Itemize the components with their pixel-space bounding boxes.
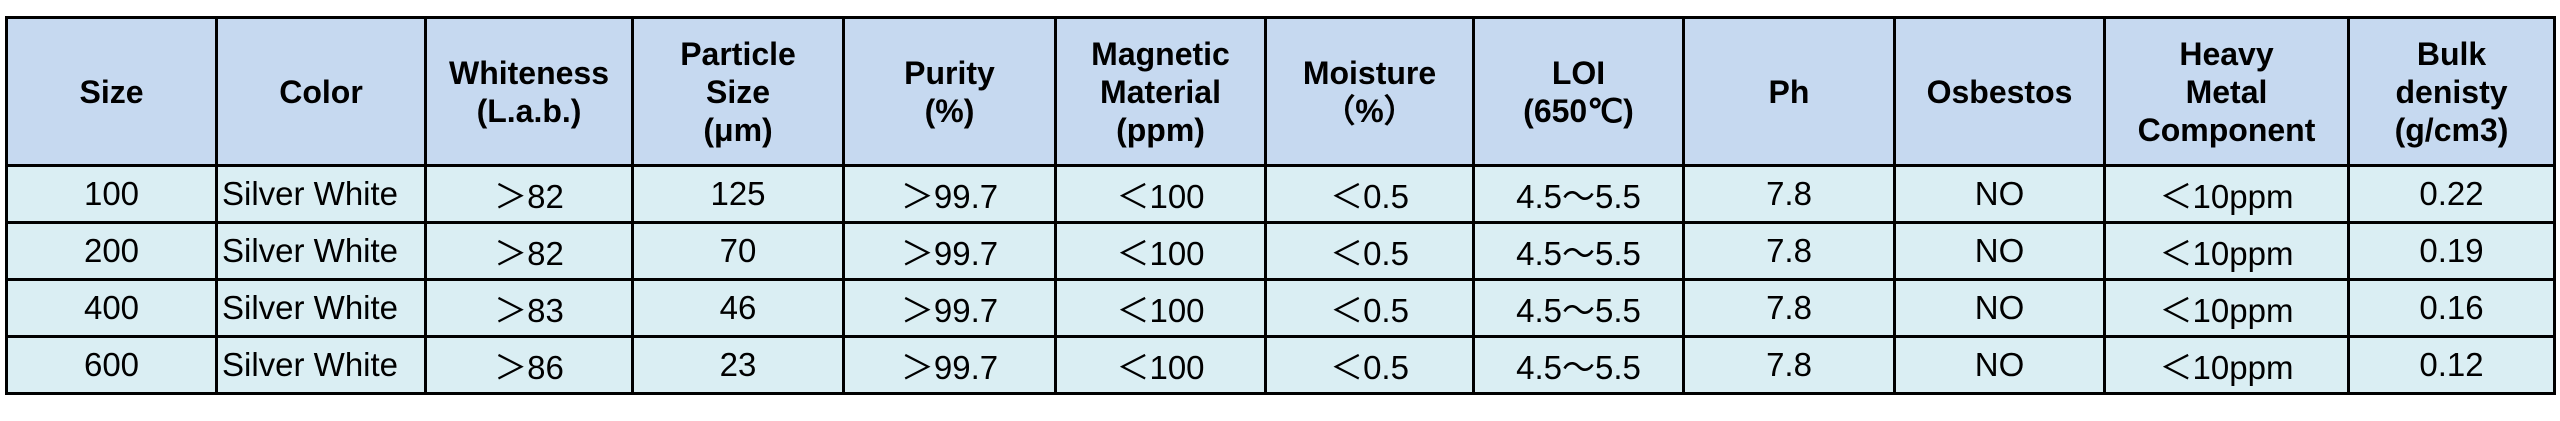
- table-cell: 4.5～5.5: [1472, 335, 1685, 395]
- header-text: Size: [79, 73, 144, 110]
- table-cell: ＜10ppm: [2103, 278, 2350, 338]
- table-cell: 200: [5, 221, 218, 281]
- table-cell: 400: [5, 278, 218, 338]
- table-cell: ＞99.7: [842, 221, 1057, 281]
- table-cell: ＜100: [1054, 164, 1267, 224]
- header-cell: Purity (%): [842, 16, 1057, 167]
- header-cell: Moisture （%）: [1264, 16, 1475, 167]
- table-cell: ＜0.5: [1264, 164, 1475, 224]
- table-cell: ＞83: [424, 278, 634, 338]
- table-cell: 46: [631, 278, 845, 338]
- header-text: Component: [2137, 111, 2316, 148]
- table-cell: ＜100: [1054, 335, 1267, 395]
- table-cell: ＜100: [1054, 278, 1267, 338]
- header-text: Bulk: [2416, 35, 2487, 72]
- table-cell: ＜10ppm: [2103, 221, 2350, 281]
- table-cell: 70: [631, 221, 845, 281]
- header-cell: Magnetic Material (ppm): [1054, 16, 1267, 167]
- table-cell: 4.5～5.5: [1472, 164, 1685, 224]
- table-cell: ＜10ppm: [2103, 164, 2350, 224]
- header-text: Color: [279, 73, 363, 110]
- header-cell: Particle Size (μm): [631, 16, 845, 167]
- table-cell: NO: [1893, 335, 2106, 395]
- table-cell: 100: [5, 164, 218, 224]
- table-cell: 4.5～5.5: [1472, 278, 1685, 338]
- header-text: (650℃): [1523, 92, 1634, 129]
- table-cell: 0.16: [2347, 278, 2556, 338]
- table-cell: NO: [1893, 221, 2106, 281]
- header-text: Moisture: [1302, 54, 1437, 91]
- header-text: Purity: [904, 54, 995, 91]
- header-text: Heavy: [2179, 35, 2274, 72]
- table-cell: ＜0.5: [1264, 221, 1475, 281]
- header-row: Size Color Whiteness (L.a.b.) Particle Size (μ…: [5, 16, 2556, 167]
- table-cell: ＜100: [1054, 221, 1267, 281]
- header-text: Whiteness: [448, 54, 610, 91]
- table-cell: ＞82: [424, 221, 634, 281]
- table-cell: 0.19: [2347, 221, 2556, 281]
- table-cell: 7.8: [1682, 221, 1896, 281]
- table-cell: 7.8: [1682, 278, 1896, 338]
- table-cell: NO: [1893, 278, 2106, 338]
- header-text: Magnetic: [1091, 35, 1230, 72]
- table-cell: Silver White: [215, 335, 427, 395]
- table-row: 200 Silver White ＞82 70 ＞99.7 ＜100 ＜0.5 4.5～5.5…: [5, 221, 2556, 281]
- header-cell: Whiteness (L.a.b.): [424, 16, 634, 167]
- table-cell: 0.12: [2347, 335, 2556, 395]
- table-cell: ＜10ppm: [2103, 335, 2350, 395]
- header-text: (ppm): [1116, 111, 1205, 148]
- table-cell: 600: [5, 335, 218, 395]
- header-text: Particle: [680, 35, 796, 72]
- table-cell: ＞99.7: [842, 335, 1057, 395]
- table-cell: ＜0.5: [1264, 335, 1475, 395]
- header-cell: Bulk denisty (g/cm3): [2347, 16, 2556, 167]
- header-cell: Color: [215, 16, 427, 167]
- header-cell: LOI (650℃): [1472, 16, 1685, 167]
- table-cell: Silver White: [215, 278, 427, 338]
- table-cell: 23: [631, 335, 845, 395]
- header-text: (%): [924, 92, 975, 129]
- header-text: Osbestos: [1926, 73, 2073, 110]
- table-cell: NO: [1893, 164, 2106, 224]
- table-row: 600 Silver White ＞86 23 ＞99.7 ＜100 ＜0.5 4.5～5.5…: [5, 335, 2556, 395]
- header-text: LOI: [1551, 54, 1606, 91]
- table-cell: Silver White: [215, 164, 427, 224]
- header-text: (g/cm3): [2394, 111, 2509, 148]
- header-text: denisty: [2395, 73, 2508, 110]
- table-cell: 0.22: [2347, 164, 2556, 224]
- header-text: Material: [1100, 73, 1221, 110]
- header-text: Size: [705, 73, 771, 110]
- header-text: Ph: [1768, 73, 1810, 110]
- header-text: (μm): [703, 111, 773, 148]
- table-cell: 7.8: [1682, 164, 1896, 224]
- table-cell: 7.8: [1682, 335, 1896, 395]
- table-cell: ＞86: [424, 335, 634, 395]
- table-row: 400 Silver White ＞83 46 ＞99.7 ＜100 ＜0.5 4.5～5.5…: [5, 278, 2556, 338]
- table-cell: ＞99.7: [842, 164, 1057, 224]
- spec-table: Size Color Whiteness (L.a.b.) Particle Size (μ…: [5, 16, 2556, 395]
- header-text: (L.a.b.): [476, 92, 582, 129]
- table-row: 100 Silver White ＞82 125 ＞99.7 ＜100 ＜0.5 4.5～5.…: [5, 164, 2556, 224]
- table-cell: ＞99.7: [842, 278, 1057, 338]
- table-body: 100 Silver White ＞82 125 ＞99.7 ＜100 ＜0.5 4.5～5.…: [5, 164, 2556, 395]
- header-cell: Size: [5, 16, 218, 167]
- header-cell: Ph: [1682, 16, 1896, 167]
- header-cell: Osbestos: [1893, 16, 2106, 167]
- table-cell: 125: [631, 164, 845, 224]
- header-text: （%）: [1323, 92, 1416, 129]
- header-cell: Heavy Metal Component: [2103, 16, 2350, 167]
- table-cell: 4.5～5.5: [1472, 221, 1685, 281]
- table-cell: Silver White: [215, 221, 427, 281]
- table-cell: ＜0.5: [1264, 278, 1475, 338]
- header-text: Metal: [2185, 73, 2268, 110]
- table-cell: ＞82: [424, 164, 634, 224]
